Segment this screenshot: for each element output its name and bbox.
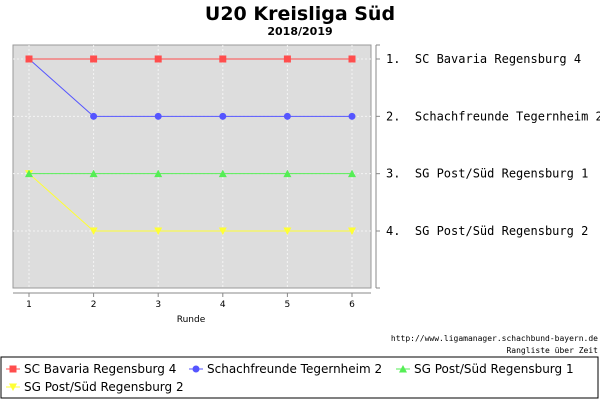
- data-point: [283, 227, 292, 235]
- data-point: [154, 169, 163, 178]
- data-point: [218, 169, 227, 178]
- legend-item: SG Post/Süd Regensburg 1: [396, 362, 574, 376]
- legend-marker: [9, 365, 17, 373]
- series: [25, 170, 356, 235]
- x-tick-label: 2: [91, 300, 97, 310]
- x-axis-label: Runde: [177, 315, 206, 325]
- legend-box: [0, 356, 599, 399]
- x-tick-label: 1: [26, 300, 32, 310]
- data-point: [154, 112, 162, 120]
- legend-label: SG Post/Süd Regensburg 2: [24, 380, 184, 394]
- rank-label: 2. Schachfreunde Tegernheim 2: [386, 109, 600, 123]
- credit-url: http://www.ligamanager.schachbund-bayern…: [391, 334, 598, 343]
- data-point: [348, 112, 356, 120]
- legend: SC Bavaria Regensburg 4 Schachfreunde Teg…: [6, 362, 574, 394]
- data-point: [283, 169, 292, 178]
- data-point: [154, 227, 163, 235]
- data-point: [348, 227, 356, 235]
- x-tick-label: 6: [349, 300, 355, 310]
- x-tick-label: 3: [155, 300, 161, 310]
- x-axis: 1 2 3 4 5 6: [13, 292, 371, 310]
- rank-label: 4. SG Post/Süd Regensburg 2: [386, 224, 588, 238]
- data-point: [219, 55, 227, 63]
- series-line: [28, 58, 352, 117]
- data-point: [90, 112, 98, 120]
- data-point: [283, 55, 291, 63]
- credit-text: Rangliste über Zeit: [506, 346, 598, 355]
- legend-marker: [399, 365, 407, 373]
- chart-subtitle: 2018/2019: [267, 25, 332, 38]
- legend-item: SG Post/Süd Regensburg 2: [6, 380, 184, 394]
- data-point: [90, 55, 98, 63]
- data-point: [283, 112, 291, 120]
- legend-marker: [9, 383, 17, 391]
- legend-label: SC Bavaria Regensburg 4: [24, 362, 176, 376]
- series: [25, 55, 356, 63]
- series-group: [25, 55, 356, 235]
- data-point: [154, 55, 162, 63]
- data-point: [348, 169, 356, 178]
- x-tick-label: 4: [220, 300, 226, 310]
- data-point: [89, 227, 98, 235]
- chart-title: U20 Kreisliga Süd: [205, 3, 395, 25]
- legend-label: SG Post/Süd Regensburg 1: [414, 362, 574, 376]
- data-point: [219, 112, 227, 120]
- plot-area: [12, 44, 372, 289]
- legend-item: SC Bavaria Regensburg 4: [6, 362, 176, 376]
- data-point: [25, 169, 33, 178]
- rank-axis: 1. SC Bavaria Regensburg 4 2. Schachfreun…: [375, 44, 600, 289]
- data-point: [25, 55, 33, 63]
- data-point: [89, 169, 98, 178]
- x-tick-label: 5: [285, 300, 291, 310]
- legend-label: Schachfreunde Tegernheim 2: [207, 362, 382, 376]
- grid-lines: [13, 45, 371, 288]
- legend-marker: [192, 365, 200, 373]
- rank-label: 1. SC Bavaria Regensburg 4: [386, 52, 581, 66]
- series-line: [28, 173, 352, 232]
- legend-item: Schachfreunde Tegernheim 2: [189, 362, 382, 376]
- rank-label: 3. SG Post/Süd Regensburg 1: [386, 167, 588, 181]
- data-point: [218, 227, 227, 235]
- data-point: [348, 55, 356, 63]
- series: [25, 169, 356, 178]
